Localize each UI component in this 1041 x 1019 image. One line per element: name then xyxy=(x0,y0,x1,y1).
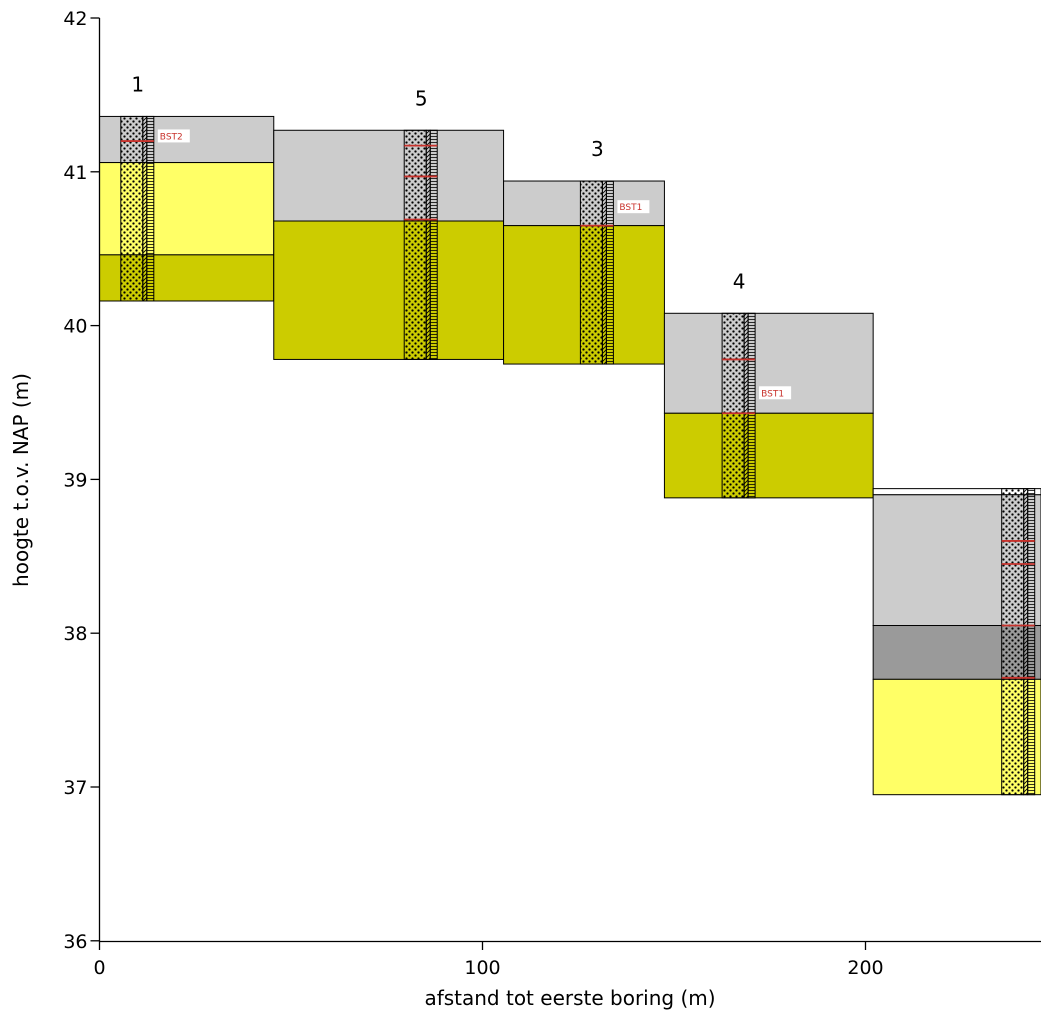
sample-tag-3: BST1 xyxy=(619,203,642,213)
borehole-label-1: 1 xyxy=(131,72,144,96)
borehole-detail-1 xyxy=(146,115,155,302)
x-tick-label-0: 0 xyxy=(93,957,105,979)
y-tick-label-40: 40 xyxy=(63,316,87,338)
borehole-soil-3 xyxy=(579,180,603,365)
borehole-hatch-5 xyxy=(425,129,431,360)
borehole-label-4: 4 xyxy=(733,269,746,293)
x-tick-label-200: 200 xyxy=(847,957,883,979)
layer-block-5-2 xyxy=(273,220,505,360)
borehole-hatch-4 xyxy=(743,312,749,499)
y-tick-label-38: 38 xyxy=(63,623,87,645)
borehole-soil-2 xyxy=(1001,488,1025,796)
borehole-detail-4 xyxy=(747,312,756,499)
sample-tag-bg-4 xyxy=(759,386,792,400)
borehole-hatch-2 xyxy=(1023,488,1029,796)
borehole-label-5: 5 xyxy=(415,86,428,110)
layer-block-5-1 xyxy=(273,129,505,222)
layer-boundaries: BST2 BST1 BST1 xyxy=(120,129,1035,679)
borehole-detail-2 xyxy=(1027,488,1036,796)
borehole-soil-5 xyxy=(403,129,427,360)
sample-tag-bg-3 xyxy=(617,200,650,214)
borehole-detail-5 xyxy=(429,129,438,360)
y-axis-label: hoogte t.o.v. NAP (m) xyxy=(9,373,33,587)
layer-block-4-2 xyxy=(663,412,874,499)
borehole-hatch-1 xyxy=(142,115,148,302)
y-tick-label-37: 37 xyxy=(63,777,87,799)
layer-blocks xyxy=(99,115,1041,796)
borehole-soil-1 xyxy=(120,115,144,302)
borehole-soil-4 xyxy=(721,312,745,499)
y-tick-label-41: 41 xyxy=(63,162,87,184)
y-tick-label-39: 39 xyxy=(63,469,87,491)
sample-tag-1: BST2 xyxy=(160,132,183,142)
x-tick-label-100: 100 xyxy=(464,957,500,979)
borehole-hatch-3 xyxy=(601,180,607,365)
y-tick-label-42: 42 xyxy=(63,8,87,30)
borehole-detail-3 xyxy=(605,180,614,365)
borehole-label-3: 3 xyxy=(591,137,604,161)
sample-tag-bg-1 xyxy=(157,129,190,143)
sample-tag-4: BST1 xyxy=(761,389,784,399)
y-tick-label-36: 36 xyxy=(63,931,87,953)
x-axis-label: afstand tot eerste boring (m) xyxy=(424,986,715,1010)
